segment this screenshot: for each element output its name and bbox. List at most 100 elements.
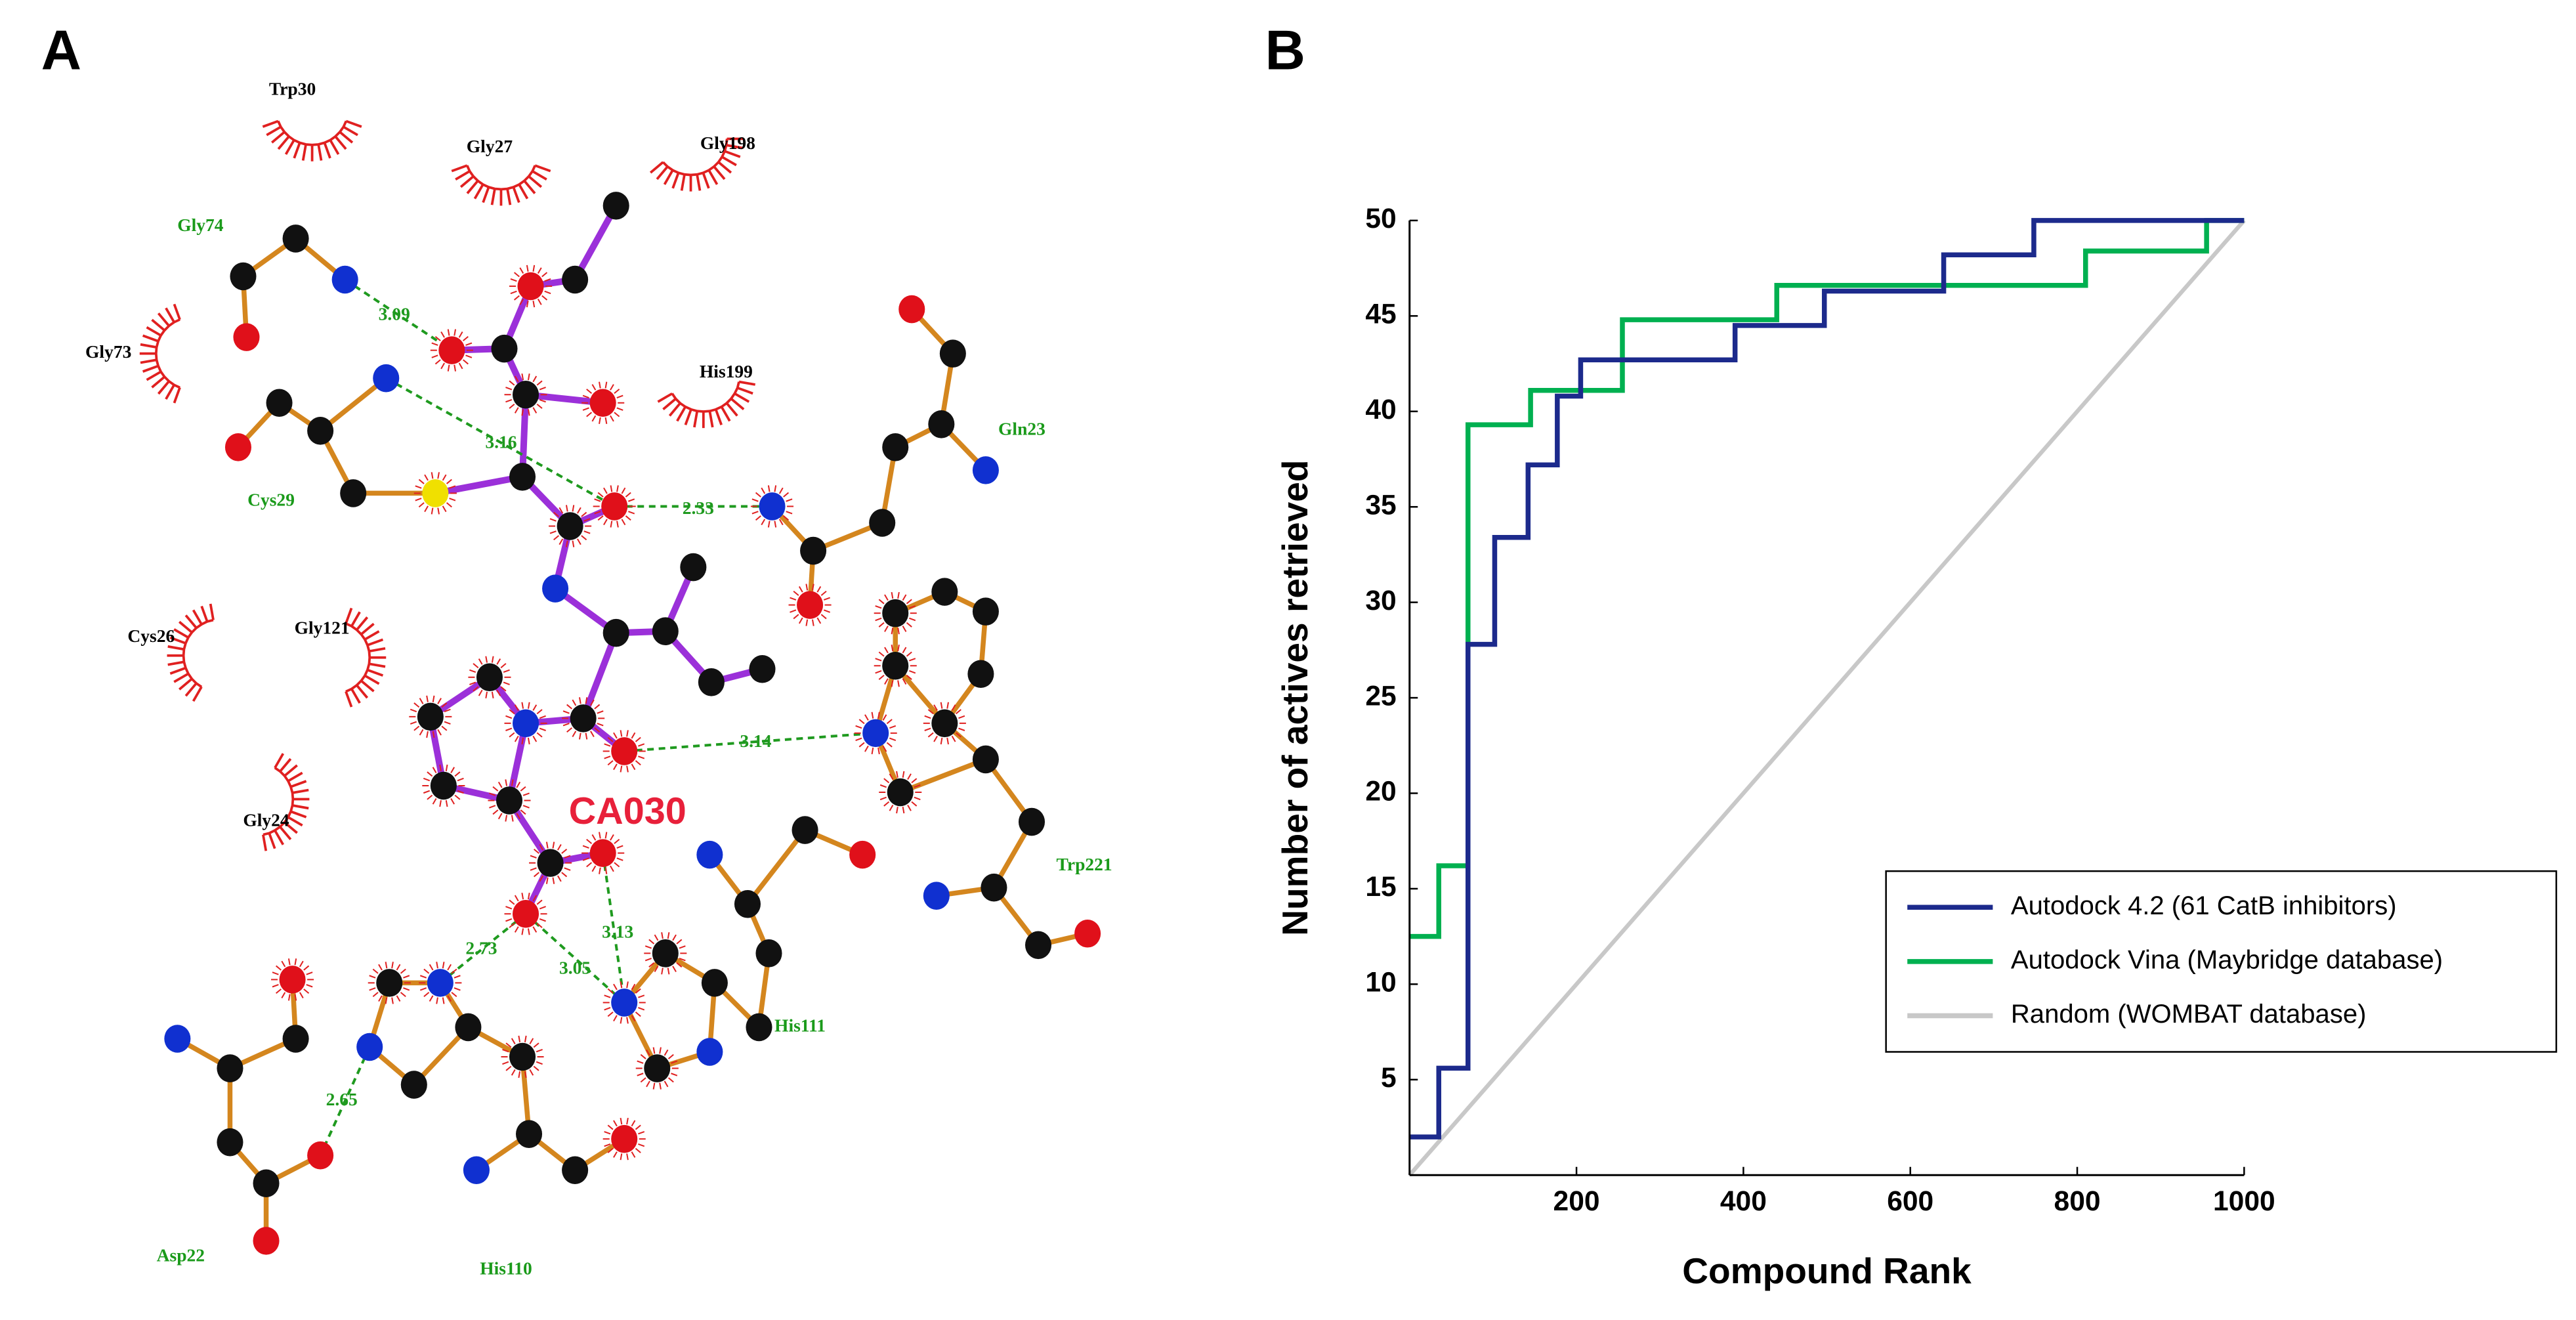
contact-spoke: [450, 798, 455, 805]
contact-spoke: [559, 507, 564, 514]
contact-spoke: [532, 407, 538, 414]
contact-spoke: [541, 272, 548, 278]
contact-spoke: [940, 702, 943, 709]
contact-spoke: [638, 756, 645, 759]
contact-spoke: [413, 725, 420, 731]
y-tick-label: 40: [1365, 394, 1396, 425]
contact-spoke: [437, 698, 442, 704]
contact-spoke: [906, 599, 912, 605]
contact-spoke: [891, 680, 894, 687]
y-tick-label: 35: [1365, 489, 1396, 521]
atom: [217, 1128, 243, 1157]
contact-spoke: [510, 290, 517, 295]
contact-spoke: [410, 721, 417, 725]
contact-spoke: [646, 1080, 650, 1088]
atom: [792, 816, 818, 844]
hydrophobic-spike: [209, 603, 215, 620]
contact-spoke: [816, 617, 822, 624]
hydrophobic-spike: [663, 169, 674, 185]
contact-spoke: [287, 958, 291, 966]
hydrophobic-spike: [490, 188, 496, 205]
ligand-bond: [572, 203, 620, 282]
contact-spoke: [509, 380, 515, 386]
atom: [340, 479, 367, 507]
hbond-distance: 3.09: [379, 303, 410, 324]
contact-spoke: [520, 809, 526, 815]
atom: [869, 509, 896, 537]
bond: [318, 376, 388, 433]
contact-spoke: [469, 669, 476, 673]
contact-spoke: [510, 278, 517, 282]
hydrophobic-spike: [657, 392, 673, 403]
hydrophobic-spike: [343, 125, 358, 137]
contact-spoke: [532, 735, 538, 742]
contact-spoke: [497, 813, 503, 820]
atom: [939, 339, 966, 368]
contact-spoke: [454, 987, 461, 991]
hydrophobic-spike: [142, 364, 159, 373]
contact-spoke: [585, 733, 588, 740]
contact-spoke: [878, 622, 885, 628]
hydrophobic-spike: [292, 804, 309, 810]
atom: [611, 989, 638, 1017]
hydrophobic-residue: Gly73: [85, 341, 131, 362]
hydrophobic-spike: [350, 611, 361, 627]
contact-spoke: [906, 674, 912, 680]
contact-spoke: [294, 994, 297, 1001]
contact-spoke: [541, 295, 548, 301]
contact-spoke: [620, 1117, 623, 1125]
contact-spoke: [454, 975, 461, 979]
hydrophobic-spike: [262, 834, 268, 851]
atom: [602, 192, 629, 220]
contact-spoke: [473, 686, 479, 692]
hydrophobic-spike: [356, 684, 369, 699]
atom: [376, 969, 403, 997]
residue-label: Asp22: [157, 1245, 205, 1266]
contact-spoke: [557, 843, 562, 851]
contact-spoke: [614, 412, 620, 417]
contact-spoke: [798, 617, 803, 624]
contact-spoke: [648, 962, 655, 968]
contact-spoke: [442, 997, 445, 1004]
contact-spoke: [437, 729, 442, 736]
contact-spoke: [793, 590, 799, 596]
contact-spoke: [514, 375, 519, 383]
contact-spoke: [582, 394, 589, 398]
contact-spoke: [635, 1011, 641, 1017]
contact-spoke: [909, 617, 916, 622]
hydrophobic-spike: [707, 169, 719, 185]
contact-spoke: [431, 472, 434, 479]
hydrophobic-spike: [360, 622, 375, 635]
hydrophobic-spike: [173, 303, 181, 320]
atom: [491, 334, 518, 363]
contact-spoke: [811, 584, 814, 591]
hydrophobic-spike: [518, 184, 529, 200]
contact-spoke: [607, 760, 614, 766]
hydrophobic-spike: [696, 174, 702, 191]
contact-spoke: [505, 715, 513, 719]
contact-spoke: [625, 492, 631, 498]
contact-spoke: [434, 359, 441, 365]
hydrophobic-spike: [721, 156, 737, 167]
contact-spoke: [272, 971, 279, 975]
contact-spoke: [521, 409, 524, 416]
hydrophobic-spike: [649, 161, 664, 174]
contact-spoke: [533, 1042, 539, 1048]
contact-spoke: [581, 511, 587, 517]
hbond-distance: 3.05: [559, 958, 591, 978]
contact-spoke: [432, 767, 437, 773]
contact-spoke: [539, 875, 544, 882]
contact-spoke: [424, 505, 429, 513]
contact-spoke: [902, 647, 907, 654]
contact-spoke: [635, 736, 641, 742]
y-tick-label: 15: [1365, 871, 1396, 903]
atom: [923, 882, 950, 910]
contact-spoke: [502, 1048, 509, 1053]
contact-spoke: [577, 538, 581, 545]
contact-spoke: [774, 521, 777, 528]
contact-spoke: [590, 699, 595, 706]
atom: [644, 1054, 671, 1082]
contact-spoke: [858, 719, 865, 725]
contact-spoke: [527, 373, 530, 381]
contact-spoke: [442, 474, 447, 481]
